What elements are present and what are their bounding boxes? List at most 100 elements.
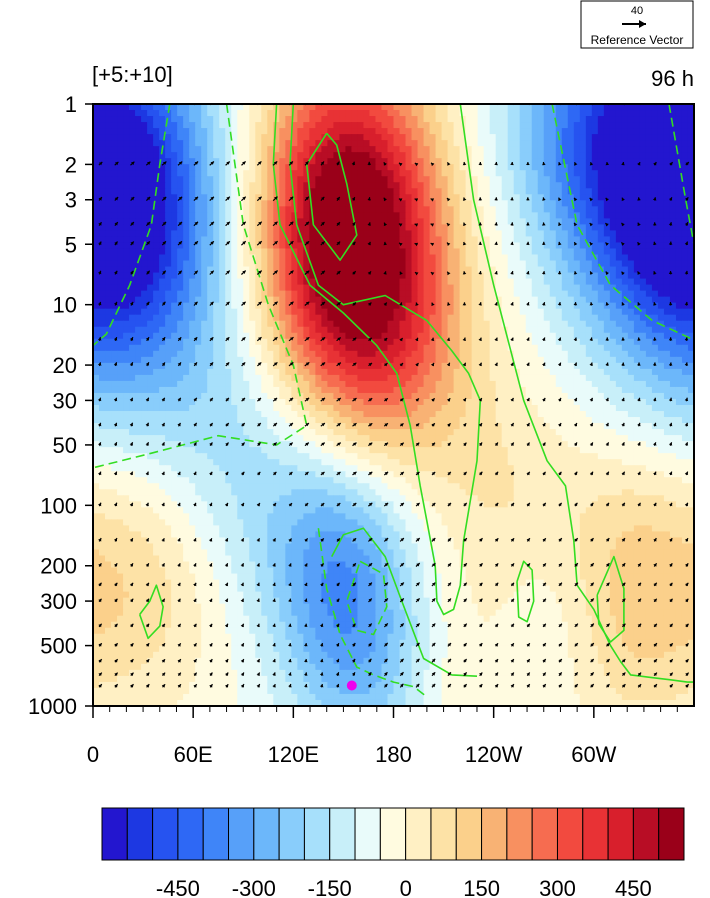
field-cell — [129, 230, 136, 238]
field-cell — [375, 170, 383, 177]
field-cell — [159, 134, 166, 141]
field-cell — [489, 284, 497, 292]
field-cell — [405, 224, 413, 232]
field-cell — [393, 134, 401, 141]
field-cell — [531, 242, 539, 250]
field-cell — [543, 242, 551, 250]
field-cell — [627, 104, 635, 111]
field-cell — [381, 158, 389, 165]
field-cell — [561, 242, 569, 250]
field-cell — [381, 176, 389, 183]
field-cell — [243, 134, 250, 141]
field-cell — [513, 308, 521, 316]
field-cell — [561, 374, 569, 382]
field-cell — [297, 284, 304, 292]
field-cell — [381, 236, 389, 244]
field-cell — [141, 200, 148, 207]
field-cell — [393, 326, 401, 334]
field-cell — [243, 152, 250, 159]
field-cell — [165, 176, 172, 183]
field-cell — [453, 272, 461, 280]
field-cell — [297, 170, 304, 177]
field-cell — [129, 122, 136, 129]
field-cell — [267, 356, 274, 364]
field-cell — [441, 170, 449, 177]
field-cell — [465, 110, 473, 117]
field-cell — [435, 368, 443, 376]
field-cell — [135, 200, 142, 207]
field-cell — [453, 236, 461, 244]
field-cell — [231, 140, 238, 147]
field-cell — [573, 392, 581, 400]
field-cell — [585, 236, 593, 244]
field-cell — [165, 266, 172, 274]
field-cell — [675, 104, 683, 111]
field-cell — [465, 134, 473, 141]
field-cell — [477, 200, 485, 207]
field-cell — [273, 326, 280, 334]
field-cell — [99, 218, 106, 225]
field-cell — [441, 164, 449, 171]
field-cell — [345, 212, 353, 219]
field-cell — [555, 308, 563, 316]
field-cell — [183, 116, 190, 123]
field-cell — [483, 134, 491, 141]
field-cell — [123, 380, 130, 388]
field-cell — [381, 230, 389, 238]
field-cell — [267, 116, 274, 123]
field-cell — [507, 242, 515, 250]
field-cell — [675, 152, 683, 159]
field-cell — [297, 212, 304, 219]
field-cell — [363, 248, 371, 256]
field-cell — [237, 164, 244, 171]
field-cell — [633, 392, 641, 400]
field-cell — [519, 398, 527, 406]
field-cell — [225, 146, 232, 153]
field-cell — [459, 290, 467, 298]
field-cell — [483, 152, 491, 159]
field-cell — [345, 398, 353, 406]
field-cell — [141, 296, 148, 304]
field-cell — [357, 284, 365, 292]
field-cell — [501, 314, 509, 322]
field-cell — [633, 218, 641, 225]
field-cell — [93, 128, 100, 135]
field-cell — [525, 116, 533, 123]
field-cell — [501, 278, 509, 286]
field-cell — [231, 242, 238, 250]
field-cell — [291, 374, 298, 382]
field-cell — [465, 344, 473, 352]
field-cell — [645, 290, 653, 298]
field-cell — [453, 218, 461, 225]
field-cell — [381, 350, 389, 358]
field-cell — [249, 176, 256, 183]
field-cell — [561, 182, 569, 189]
field-cell — [363, 374, 371, 382]
field-cell — [399, 308, 407, 316]
field-cell — [507, 182, 515, 189]
field-cell — [621, 272, 629, 280]
field-cell — [603, 380, 611, 388]
field-cell — [687, 158, 694, 165]
field-cell — [285, 242, 292, 250]
field-cell — [339, 212, 347, 219]
field-cell — [651, 212, 659, 219]
field-cell — [537, 188, 545, 195]
field-cell — [249, 164, 256, 171]
field-cell — [639, 386, 647, 394]
field-cell — [579, 350, 587, 358]
field-cell — [387, 212, 395, 219]
field-cell — [177, 206, 184, 213]
field-cell — [93, 224, 100, 232]
field-cell — [201, 194, 208, 201]
field-cell — [621, 182, 629, 189]
field-cell — [135, 230, 142, 238]
field-cell — [315, 344, 322, 352]
field-cell — [321, 128, 328, 135]
field-cell — [189, 386, 196, 394]
field-cell — [459, 242, 467, 250]
field-cell — [435, 218, 443, 225]
field-cell — [501, 350, 509, 358]
field-cell — [417, 242, 425, 250]
field-cell — [597, 350, 605, 358]
